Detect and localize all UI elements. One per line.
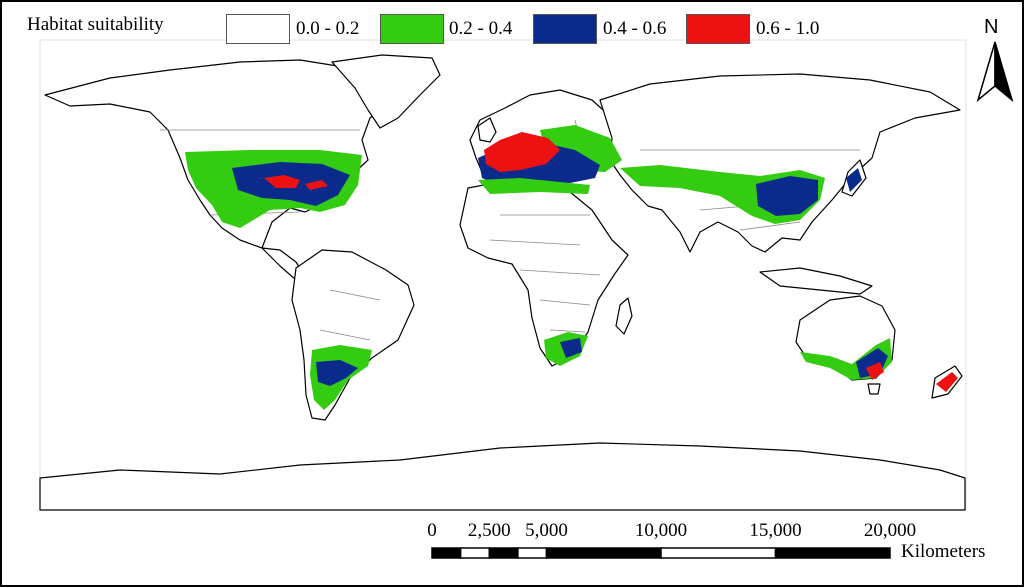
- zone-mid-af: [560, 338, 582, 358]
- legend-swatch-4: [686, 14, 750, 44]
- world-land: [39, 54, 966, 511]
- zone-high-eu: [484, 132, 560, 172]
- scale-segment-3: [488, 547, 519, 559]
- scale-tick-3: 5,000: [525, 520, 568, 541]
- legend-swatch-3: [533, 14, 597, 44]
- scale-segment-5: [545, 547, 662, 559]
- antarctica: [39, 442, 966, 511]
- zone-mid-japan: [846, 168, 862, 192]
- north-arrow-icon: [976, 41, 1014, 103]
- scale-segment-4: [517, 547, 548, 559]
- scale-segment-6: [660, 547, 777, 559]
- zone-low-nafrica: [478, 178, 590, 194]
- legend-label-3: 0.4 - 0.6: [603, 18, 667, 39]
- zone-high-au: [866, 362, 884, 380]
- legend-swatch-1: [226, 14, 290, 44]
- scale-tick-5: 15,000: [749, 520, 802, 541]
- scale-tick-4: 10,000: [634, 520, 688, 541]
- north-label: N: [984, 16, 999, 38]
- suitability-zones: [185, 125, 958, 410]
- scale-tick-6: 20,000: [863, 520, 917, 541]
- zone-mid-sa: [316, 360, 358, 386]
- legend-title: Habitat suitability: [27, 14, 164, 35]
- scale-units-label: Kilometers: [901, 541, 986, 562]
- zone-high-na-2: [305, 180, 328, 190]
- zone-high-na: [264, 175, 300, 188]
- scale-segment-1: [431, 547, 462, 559]
- legend-label-1: 0.0 - 0.2: [296, 18, 360, 39]
- madagascar: [615, 297, 633, 335]
- tasmania: [867, 383, 881, 395]
- zone-high-nz: [936, 372, 958, 392]
- scale-tick-1: 0: [427, 520, 437, 541]
- indonesia: [759, 267, 873, 295]
- scale-tick-2: 2,500: [467, 520, 511, 541]
- legend-label-4: 0.6 - 1.0: [756, 18, 820, 39]
- legend-label-2: 0.2 - 0.4: [449, 18, 513, 39]
- scale-bar: [431, 547, 891, 559]
- asia: [599, 73, 961, 253]
- greenland: [331, 54, 441, 129]
- scale-segment-7: [774, 547, 891, 559]
- legend-swatch-2: [380, 14, 444, 44]
- great-britain: [477, 117, 497, 143]
- zone-mid-asia: [756, 176, 818, 216]
- scale-segment-2: [459, 547, 490, 559]
